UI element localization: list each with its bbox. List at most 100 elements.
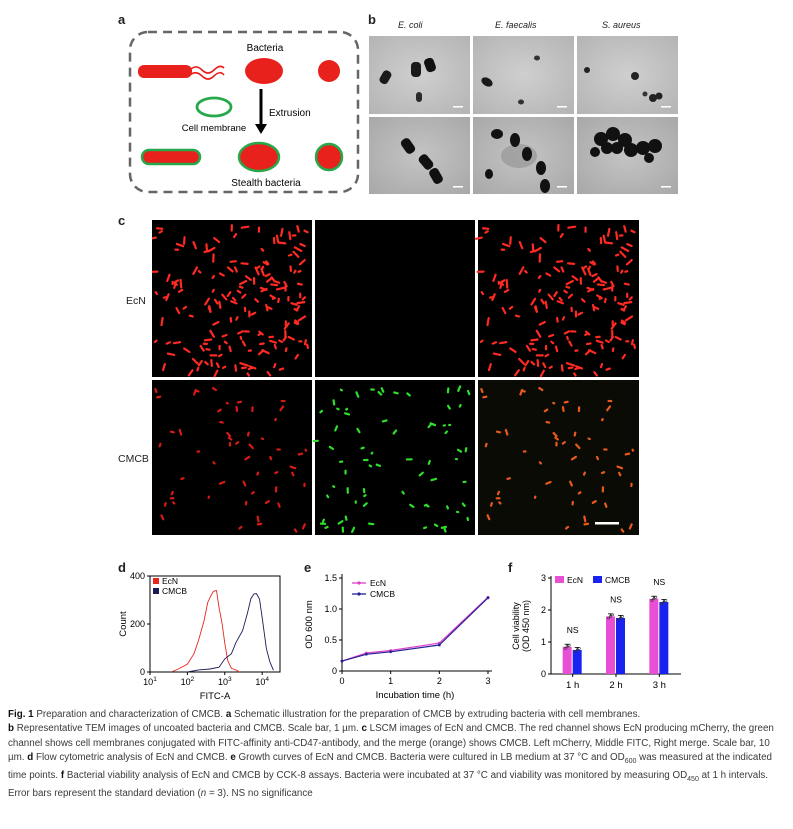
fluorescent-cell (289, 265, 292, 272)
panel-d-letter: d (118, 560, 126, 575)
fluorescent-cell (235, 316, 239, 321)
fluorescent-cell (566, 335, 569, 341)
fluorescent-cell (217, 353, 223, 358)
y-axis-label: Count (118, 611, 129, 637)
fluorescent-cell (238, 279, 248, 286)
fluorescent-cell (221, 333, 228, 338)
fluorescent-cell (559, 232, 564, 239)
fluorescent-cell (575, 443, 581, 450)
fluorescent-cell (580, 298, 586, 303)
fluorescent-cell (505, 278, 509, 289)
fluorescent-cell (466, 389, 471, 396)
series-CMCB-point (389, 650, 393, 654)
fluorescent-cell (169, 430, 175, 434)
fluorescent-cell (196, 450, 201, 453)
fluorescent-cell (288, 253, 293, 257)
lscm-cmcb-mcherry (152, 380, 312, 535)
stealth-oval-bacterium-icon (237, 141, 281, 173)
fluorescent-cell (175, 242, 185, 248)
replicate-point (609, 615, 612, 618)
replicate-point (660, 602, 664, 606)
fluorescent-cell (573, 431, 577, 437)
fluorescent-cell (584, 349, 592, 356)
stealth-round-bacterium-icon (314, 142, 344, 172)
fluorescent-cell (213, 369, 219, 378)
fluorescent-cell (616, 465, 624, 470)
fluorescent-cell (448, 423, 452, 427)
fluorescent-cell (587, 437, 591, 441)
fluorescent-cell (518, 357, 525, 365)
fluorescent-cell (230, 300, 238, 305)
fluorescent-cell (161, 362, 166, 372)
fluorescent-cell (221, 293, 228, 301)
fluorescent-cell (509, 347, 517, 354)
caption-f-text-1: Bacterial viability analysis of EcN and … (66, 770, 688, 782)
fluorescent-cell (297, 452, 304, 456)
replicate-point (563, 647, 567, 650)
fluorescent-cell (446, 387, 450, 394)
fluorescent-cell (356, 427, 361, 434)
fluorescent-cell (241, 366, 247, 370)
fluorescent-cell (232, 232, 238, 239)
panel-c-lscm-grid (152, 220, 639, 535)
fluorescent-cell (207, 495, 211, 499)
fluorescent-cell (270, 276, 276, 283)
caption-c-letter: c (361, 723, 367, 735)
fluorescent-cell (319, 409, 324, 414)
legend-swatch-CMCB (593, 576, 602, 583)
flagellum-icon (189, 71, 225, 80)
fluorescent-cell (552, 401, 556, 405)
fluorescent-cell (601, 486, 605, 493)
fluorescent-cell (495, 497, 501, 500)
fluorescent-cell (555, 260, 564, 263)
fluorescent-cell (293, 528, 298, 533)
fluorescent-cell (442, 424, 447, 427)
fluorescent-cell (567, 293, 574, 299)
fluorescent-cell (616, 265, 619, 272)
fluorescent-cell (475, 236, 483, 240)
fluorescent-cell (269, 339, 278, 344)
caption-f-text-3: = 3). NS no significance (206, 788, 313, 800)
fluorescent-cell (170, 490, 174, 496)
fluorescent-cell (209, 354, 218, 357)
fluorescent-cell (563, 400, 569, 404)
fluorescent-cell (270, 283, 279, 287)
fluorescent-cell (218, 272, 225, 277)
fluorescent-cell (274, 471, 279, 475)
fluorescent-cell (258, 330, 264, 336)
fluorescent-cell (533, 495, 537, 499)
replicate-point (652, 597, 656, 601)
fluorescent-cell (244, 500, 248, 506)
fluorescent-cell (344, 515, 348, 521)
fluorescent-cell (273, 343, 277, 350)
fluorescent-cell (625, 340, 630, 343)
fluorescent-cell (461, 502, 466, 507)
legend-swatch-EcN (153, 578, 159, 584)
fluorescent-cell (443, 526, 447, 533)
oval-bacterium-icon (245, 58, 283, 84)
fluorescent-cell (236, 400, 243, 404)
x-axis-label: FITC-A (200, 691, 231, 702)
fluorescent-cell (240, 225, 250, 229)
fluorescent-cell (553, 266, 561, 273)
fluorescent-cell (626, 242, 633, 248)
fluorescent-cell (279, 405, 285, 412)
round-bacterium-icon (318, 60, 340, 82)
fluorescent-cell (241, 340, 247, 347)
fluorescent-cell (488, 295, 495, 299)
fluorescent-cell (500, 248, 506, 251)
fluorescent-cell (205, 243, 209, 253)
fluorescent-cell (624, 270, 629, 273)
fluorescent-cell (241, 293, 247, 299)
fluorescent-cell (545, 480, 552, 485)
fluorescent-cell (292, 250, 300, 258)
fluorescent-cell (628, 296, 633, 301)
fluorescent-cell (212, 461, 216, 465)
fluorescent-cell (538, 320, 546, 326)
legend-label-CMCB: CMCB (605, 575, 630, 585)
fluorescent-cell (154, 290, 159, 296)
fluorescent-cell (213, 236, 221, 244)
fluorescent-cell (251, 406, 254, 413)
fluorescent-cell (218, 344, 221, 351)
fluorescent-cell (458, 403, 462, 408)
